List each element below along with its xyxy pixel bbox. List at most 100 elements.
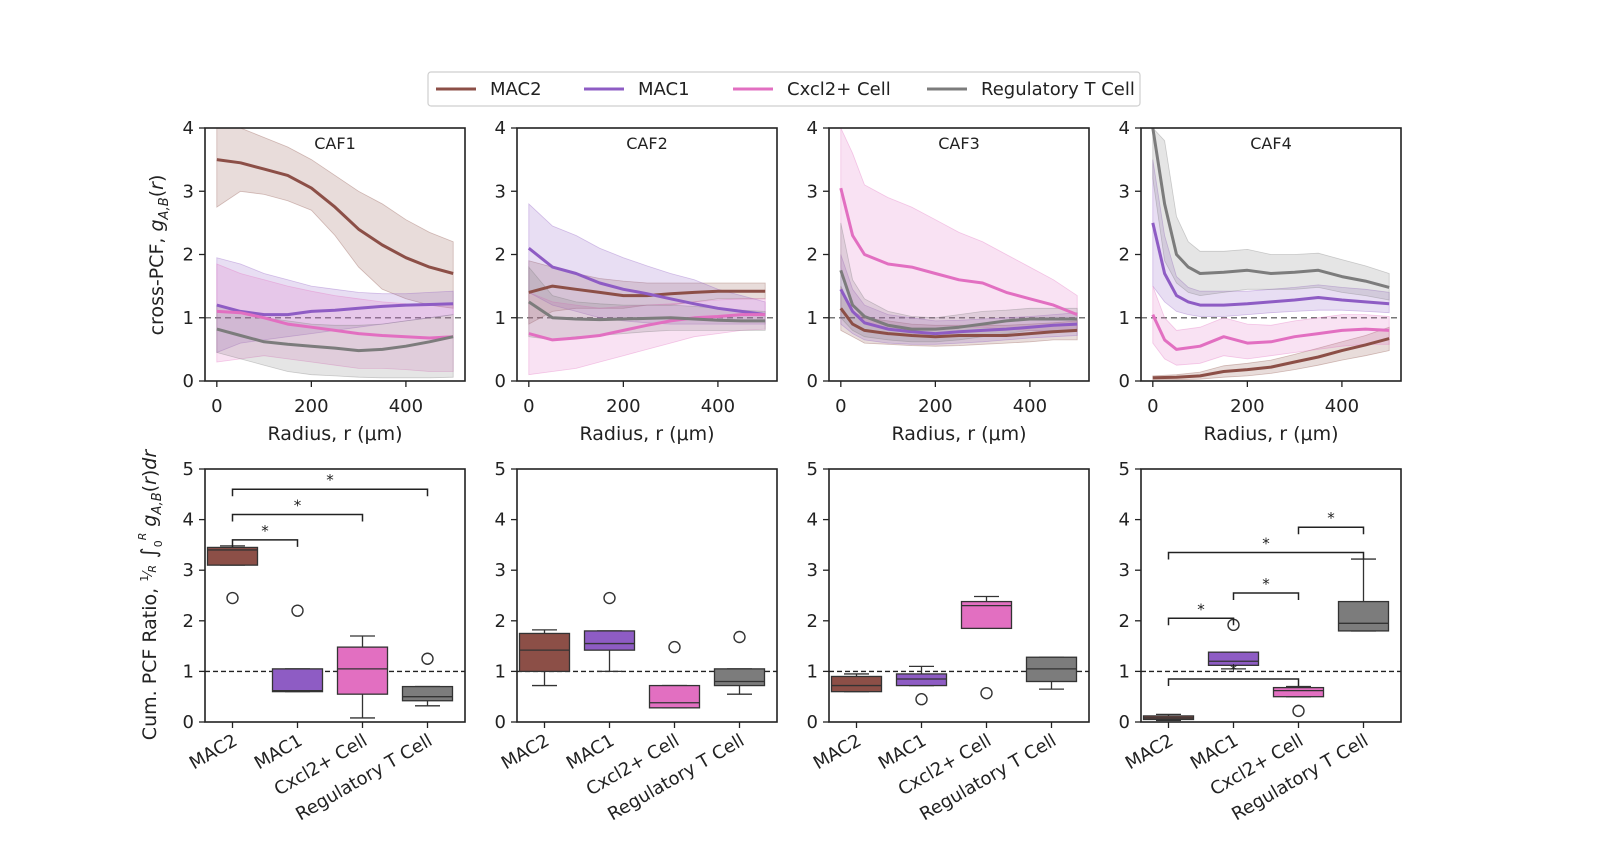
plot-area — [205, 128, 465, 379]
box-regulatory-t-cell — [713, 630, 766, 695]
y-tick-label: 1 — [183, 308, 194, 329]
outlier-point — [291, 604, 304, 617]
series-line-mac1 — [839, 288, 1078, 336]
y-tick-label: 4 — [807, 510, 818, 531]
significance-star: * — [294, 497, 302, 515]
y-tick-label: 1 — [495, 661, 506, 682]
significance-bracket: * — [231, 497, 364, 522]
y-tick-label: 4 — [495, 118, 506, 139]
significance-bracket: * — [1167, 661, 1300, 686]
significance-bracket: * — [1167, 534, 1365, 560]
significance-star: * — [1262, 534, 1270, 552]
bracket-line — [231, 539, 299, 547]
outlier-point — [733, 630, 746, 644]
y-axis-label-cum-pcf: Cum. PCF Ratio, 1⁄R ∫0R gA,B(r)dr — [136, 449, 165, 741]
bracket-line — [1167, 678, 1300, 686]
iqr-box — [336, 646, 389, 695]
outlier-point — [668, 640, 681, 654]
ci-band-regulatory-t-cell — [1152, 128, 1390, 301]
y-tick-label: 2 — [495, 611, 506, 632]
y-tick-label: 4 — [1119, 510, 1130, 531]
box-regulatory-t-cell — [401, 652, 454, 707]
iqr-box — [1337, 600, 1390, 632]
panel-title: CAF1 — [314, 134, 356, 153]
pcf-panel-3: 0 200 400 Radius, r (μm) CAF3 0 1 2 3 4 — [807, 118, 1090, 445]
y-tick-label: 4 — [183, 510, 194, 531]
significance-bracket: * — [1297, 509, 1365, 535]
iqr-box — [206, 546, 259, 566]
plot-frame — [828, 468, 1090, 723]
iqr-box — [518, 632, 571, 673]
x-tick-label: 0 — [1147, 396, 1158, 417]
plot-area — [205, 545, 465, 719]
significance-bracket: * — [1167, 600, 1235, 626]
y-tick-label: 4 — [495, 510, 506, 531]
y-tick-label: 0 — [1119, 371, 1130, 392]
box-mac1 — [895, 665, 948, 706]
plot-area — [1141, 558, 1401, 722]
bracket-line — [1167, 551, 1365, 560]
significance-bracket: * — [1232, 575, 1300, 600]
significance-star: * — [1262, 575, 1270, 593]
y-tick-label: 0 — [1119, 712, 1130, 733]
y-tick-label: 3 — [807, 560, 818, 581]
significance-star: * — [1197, 600, 1205, 618]
box-cxcl2-cell — [648, 640, 701, 709]
panel-title: CAF3 — [938, 134, 980, 153]
x-axis-label: Radius, r (μm) — [579, 423, 714, 445]
y-tick-label: 0 — [183, 712, 194, 733]
ci-band-mac1 — [216, 257, 454, 354]
plot-frame — [828, 127, 1090, 382]
category-label-mac2: MAC2 — [186, 730, 241, 774]
series-line-cxcl2-cell — [1151, 313, 1390, 351]
plot-area — [517, 591, 777, 709]
y-tick-label: 3 — [183, 181, 194, 202]
significance-bracket: * — [231, 471, 429, 497]
y-tick-label: 1 — [183, 661, 194, 682]
series-line-mac2 — [839, 307, 1078, 339]
series-line-regulatory-t-cell — [527, 300, 766, 323]
x-tick-label: 200 — [1230, 396, 1264, 417]
category-label-mac2: MAC2 — [810, 730, 865, 774]
y-tick-label: 5 — [495, 459, 506, 480]
y-tick-label: 3 — [1119, 560, 1130, 581]
x-axis-label: Radius, r (μm) — [267, 423, 402, 445]
plot-frame — [516, 468, 778, 723]
y-tick-label: 1 — [807, 308, 818, 329]
plot-area — [829, 595, 1089, 706]
ci-band-mac1 — [840, 254, 1078, 345]
significance-star: * — [326, 471, 334, 489]
x-tick-label: 0 — [211, 396, 222, 417]
y-tick-label: 0 — [495, 371, 506, 392]
iqr-box — [1207, 651, 1260, 666]
significance-star: * — [1327, 509, 1335, 527]
y-tick-label: 2 — [183, 245, 194, 266]
y-tick-label: 2 — [183, 611, 194, 632]
legend-frame — [427, 71, 1141, 107]
x-tick-label: 0 — [835, 396, 846, 417]
box-regulatory-t-cell — [1337, 558, 1390, 632]
ci-band-mac1 — [528, 202, 766, 325]
pcf-panel-2: 0 200 400 Radius, r (μm) CAF2 0 1 2 3 4 — [495, 118, 778, 445]
category-label-mac2: MAC2 — [498, 730, 553, 774]
ci-band-cxcl2-cell — [216, 263, 454, 372]
y-tick-label: 0 — [495, 712, 506, 733]
x-axis-label: Radius, r (μm) — [1203, 423, 1338, 445]
pcf-panel-1: 0 200 400 Radius, r (μm) CAF1 0 1 2 3 4 — [183, 118, 466, 445]
series-line-cxcl2-cell — [839, 187, 1078, 316]
y-tick-label: 5 — [807, 459, 818, 480]
legend-label-regulatory-t-cell: Regulatory T Cell — [981, 79, 1135, 100]
series-line-cxcl2-cell — [528, 313, 766, 342]
y-tick-label: 1 — [807, 661, 818, 682]
ci-band-regulatory-t-cell — [216, 304, 454, 379]
y-tick-label: 2 — [1119, 611, 1130, 632]
plot-frame — [516, 127, 778, 382]
x-tick-label: 200 — [918, 396, 952, 417]
y-tick-label: 2 — [807, 245, 818, 266]
iqr-box — [1272, 686, 1325, 698]
y-tick-label: 3 — [807, 181, 818, 202]
